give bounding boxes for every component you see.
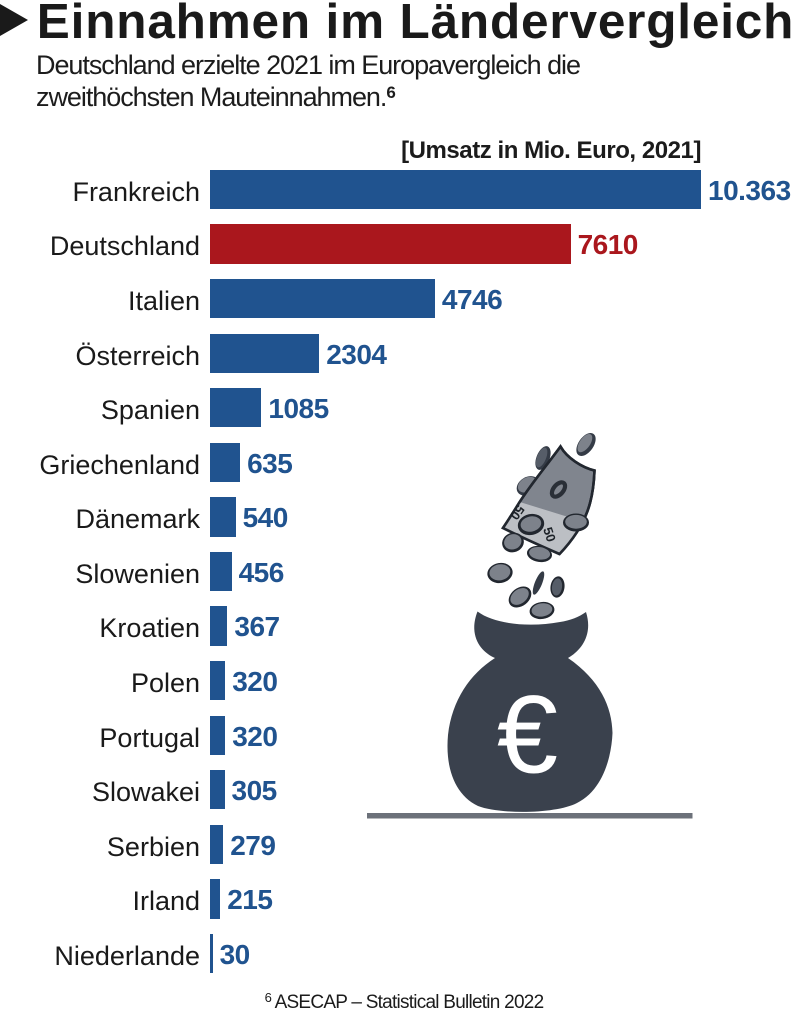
svg-text:€: € (497, 674, 558, 797)
svg-text:50: 50 (540, 525, 559, 543)
